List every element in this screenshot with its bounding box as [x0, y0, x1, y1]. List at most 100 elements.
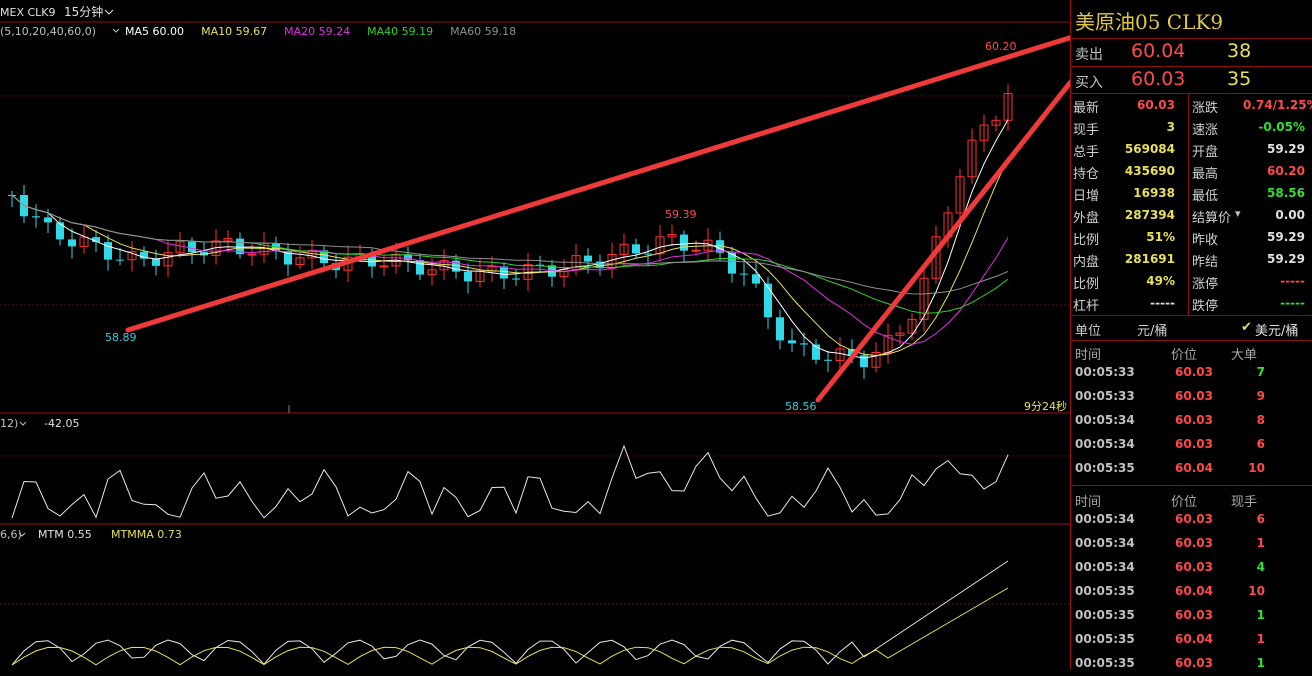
- candle-body: [860, 355, 868, 368]
- chevron-down-icon[interactable]: [112, 28, 120, 33]
- candle-body: [800, 343, 808, 345]
- stat-label: 昨结: [1192, 255, 1219, 270]
- table-row: 00:05:33 60.03 9: [1071, 385, 1312, 409]
- mtm-line: [11, 560, 1009, 666]
- table-header: 时间 价位 大单: [1071, 341, 1312, 363]
- table-row: 00:05:34 60.03 4: [1071, 556, 1312, 580]
- time-cell: 00:05:34: [1075, 512, 1135, 526]
- sub1-value: -42.05: [44, 417, 79, 430]
- ma-legend-item: MA10 59.67: [201, 25, 267, 38]
- column-header: 价位: [1171, 348, 1198, 363]
- stat-value: 281691: [1124, 252, 1175, 266]
- candle-body: [188, 241, 196, 253]
- stat-value: 16938: [1133, 186, 1175, 200]
- kline-chart-svg[interactable]: MEX CLK9 15分钟 (5,10,20,40,60,0) MA5 60.0…: [0, 0, 1124, 669]
- candle-body: [967, 139, 977, 178]
- mtmma-line: [11, 587, 1009, 666]
- column-header: 大单: [1231, 348, 1258, 363]
- ask-price: 60.04: [1131, 40, 1186, 62]
- candle-body: [619, 243, 629, 255]
- dropdown-icon[interactable]: ▾: [1235, 207, 1241, 220]
- quote-title-bar: 美原油05 CLK9: [1071, 0, 1312, 39]
- candle-body: [812, 344, 820, 360]
- stat-label: 比例: [1073, 277, 1100, 292]
- stat-label: 外盘: [1073, 211, 1100, 226]
- candle-body: [175, 241, 185, 254]
- quote-stat-row: 持仓 435690 最高 60.20: [1071, 160, 1312, 183]
- ask-row[interactable]: 卖出 60.04 38: [1071, 38, 1312, 66]
- bid-row[interactable]: 买入 60.03 35: [1071, 66, 1312, 94]
- volume-cell: 4: [1256, 560, 1265, 574]
- ma-line: [11, 194, 1009, 345]
- candle-body: [152, 258, 160, 266]
- time-cell: 00:05:34: [1075, 437, 1135, 451]
- ask-volume: 38: [1227, 40, 1252, 62]
- kline-chart-panel[interactable]: MEX CLK9 15分钟 (5,10,20,40,60,0) MA5 60.0…: [0, 0, 1124, 669]
- contract-title: 美原油05 CLK9: [1075, 10, 1224, 34]
- column-header: 时间: [1075, 348, 1102, 363]
- trend-arrow-line: [815, 27, 1115, 403]
- candle-body: [752, 274, 760, 284]
- table-row: 00:05:34 60.03 1: [1071, 532, 1312, 556]
- candle-body: [907, 318, 917, 334]
- quote-stat-row: 现手 3 速涨 -0.05%: [1071, 116, 1312, 139]
- candle-body: [764, 283, 772, 318]
- candle-body: [788, 340, 796, 344]
- candle-body: [740, 273, 748, 275]
- stat-label: 昨收: [1192, 233, 1219, 248]
- candle-body: [379, 265, 389, 268]
- time-cell: 00:05:35: [1075, 584, 1135, 598]
- quote-stat-row: 内盘 281691 昨结 59.29: [1071, 248, 1312, 271]
- chevron-down-icon[interactable]: [19, 421, 27, 426]
- candle-body: [536, 264, 544, 266]
- table-row: 00:05:35 60.03 1: [1071, 652, 1312, 676]
- column-header: 现手: [1231, 495, 1258, 510]
- divider: [1071, 485, 1312, 486]
- candle-body: [320, 250, 328, 264]
- stat-label: 最低: [1192, 189, 1219, 204]
- stat-label: 总手: [1073, 145, 1100, 160]
- volume-cell: 1: [1256, 608, 1265, 622]
- volume-cell: 1: [1256, 536, 1265, 550]
- candle-body: [32, 216, 40, 218]
- candle-body: [223, 238, 233, 242]
- time-cell: 00:05:33: [1075, 389, 1135, 403]
- stat-label: 杠杆: [1073, 299, 1100, 314]
- stat-label: 现手: [1073, 123, 1100, 138]
- period-selector[interactable]: 15分钟: [64, 4, 103, 19]
- stat-value: 60.03: [1137, 98, 1175, 112]
- price-cell: 60.03: [1175, 656, 1213, 670]
- candle-body: [512, 278, 520, 280]
- unit-bar: 单位 元/桶 ✔ 美元/桶: [1071, 315, 1312, 341]
- price-cell: 60.03: [1175, 608, 1213, 622]
- candlestick-series: [8, 84, 1013, 380]
- quote-stat-row: 比例 49% 涨停 -----: [1071, 270, 1312, 293]
- chevron-down-icon[interactable]: [104, 9, 114, 15]
- candle-body: [848, 348, 856, 356]
- stat-label: 开盘: [1192, 145, 1219, 160]
- quote-stat-row: 日增 16938 最低 58.56: [1071, 182, 1312, 205]
- stat-label: 最新: [1073, 101, 1100, 116]
- unit-usd-option[interactable]: 美元/桶: [1255, 324, 1299, 339]
- chevron-down-icon[interactable]: [18, 532, 26, 537]
- candle-body: [92, 237, 100, 243]
- price-cell: 60.03: [1175, 536, 1213, 550]
- candle-body: [116, 259, 124, 261]
- candle-body: [919, 277, 929, 320]
- candle-body: [716, 240, 724, 253]
- quote-stat-row: 总手 569084 开盘 59.29: [1071, 138, 1312, 161]
- stat-value: 59.29: [1267, 252, 1305, 266]
- candle-body: [644, 253, 652, 255]
- volume-cell: 10: [1248, 584, 1265, 598]
- candle-body: [584, 255, 592, 262]
- candle-body: [776, 317, 784, 341]
- ma-line: [11, 194, 1009, 295]
- symbol-label: MEX CLK9: [0, 6, 56, 19]
- unit-cny-option[interactable]: 元/桶: [1137, 324, 1168, 339]
- bid-volume: 35: [1227, 68, 1252, 90]
- volume-cell: 1: [1256, 632, 1265, 646]
- volume-cell: 6: [1256, 437, 1265, 451]
- time-cell: 00:05:35: [1075, 632, 1135, 646]
- stat-value: 51%: [1146, 230, 1175, 244]
- volume-cell: 1: [1256, 656, 1265, 670]
